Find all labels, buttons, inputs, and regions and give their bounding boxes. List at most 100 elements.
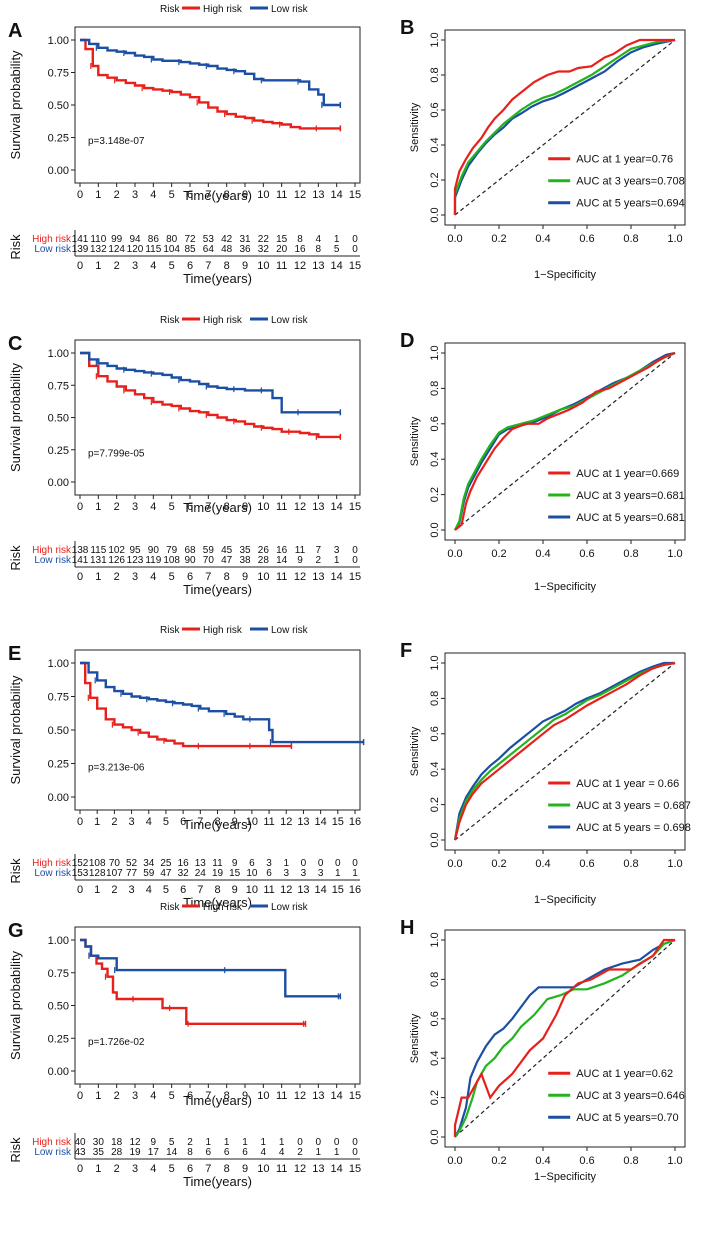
x-axis-title: 1−Specificity (534, 269, 597, 281)
x-tick-label: 0 (77, 1090, 83, 1102)
risk-count: 141 (72, 555, 89, 566)
risk-count: 6 (224, 1147, 230, 1158)
panel-letter: F (400, 640, 412, 662)
risk-count: 126 (108, 555, 125, 566)
risk-count: 1 (335, 868, 341, 879)
risk-count: 0 (352, 244, 358, 255)
x-tick-label: 5 (169, 189, 175, 201)
x-axis-title: Time(years) (183, 188, 252, 203)
x-tick-label: 5 (163, 816, 169, 828)
p-value: p=3.213e-06 (88, 762, 145, 773)
x-tick-label: 15 (332, 816, 344, 828)
plot-frame (74, 926, 361, 1085)
risk-count: 22 (258, 234, 270, 245)
risk-x-tick-label: 0 (77, 1163, 83, 1175)
roc-legend: AUC at 1 year=0.62 AUC at 3 years=0.646 AU… (548, 1068, 685, 1124)
x-tick-label: 4 (150, 1090, 156, 1102)
y-tick-label: 0.6 (429, 102, 441, 117)
x-tick-label: 10 (246, 816, 258, 828)
x-tick-label: 9 (242, 501, 248, 513)
panel-letter: A (8, 20, 22, 42)
risk-x-tick-label: 13 (312, 1163, 324, 1175)
risk-count: 1 (224, 1137, 230, 1148)
risk-count: 3 (318, 868, 324, 879)
y-tick-label: 0.6 (429, 726, 441, 741)
y-tick-label: 0.75 (48, 968, 69, 980)
risk-x-tick-label: 10 (246, 884, 258, 896)
x-tick-label: 2 (114, 189, 120, 201)
risk-x-tick-label: 5 (169, 260, 175, 272)
risk-count: 9 (151, 1137, 157, 1148)
x-tick-label: 0.8 (623, 858, 638, 870)
risk-x-tick-label: 7 (205, 571, 211, 583)
y-tick-label: 0.8 (429, 381, 441, 396)
risk-count: 95 (129, 545, 141, 556)
risk-count: 1 (334, 1147, 340, 1158)
x-tick-label: 5 (169, 501, 175, 513)
risk-x-tick-label: 9 (232, 884, 238, 896)
legend-title: Risk (160, 4, 180, 15)
plot-frame (444, 29, 686, 226)
risk-x-tick-label: 14 (331, 571, 343, 583)
risk-x-tick-label: 15 (349, 260, 361, 272)
legend-low-risk-label: Low risk (271, 315, 309, 326)
y-tick-label: 0.0 (429, 1129, 441, 1144)
x-tick-label: 0.6 (579, 858, 594, 870)
risk-count: 77 (126, 868, 138, 879)
y-tick-label: 0.50 (48, 725, 69, 737)
risk-count: 47 (160, 868, 172, 879)
x-tick-label: 12 (294, 189, 306, 201)
risk-x-tick-label: 15 (332, 884, 344, 896)
risk-count: 108 (89, 858, 106, 869)
risk-x-tick-label: 0 (77, 260, 83, 272)
risk-count: 3 (266, 858, 272, 869)
y-tick-label: 0.25 (48, 759, 69, 771)
panel-h: H 0.0 0.2 0.4 0.6 0.8 1.0 0.0 0.2 0.4 0.6 0.8 1.0 1−S… (400, 917, 686, 1183)
risk-count: 14 (166, 1147, 178, 1158)
risk-row-label: Low risk (34, 555, 72, 566)
y-tick-label: 1.00 (48, 35, 69, 47)
risk-table-title: Risk (8, 234, 23, 260)
risk-x-tick-label: 11 (263, 884, 274, 896)
x-tick-label: 7 (197, 816, 203, 828)
risk-x-tick-label: 7 (205, 260, 211, 272)
risk-x-tick-label: 1 (95, 1163, 101, 1175)
risk-row-label: High risk (32, 858, 72, 869)
risk-count: 0 (352, 234, 358, 245)
risk-table-title: Risk (8, 858, 23, 884)
x-tick-label: 11 (276, 189, 287, 201)
diagonal-reference-line (454, 39, 676, 216)
x-tick-label: 3 (132, 1090, 138, 1102)
y-tick-label: 1.00 (48, 348, 69, 360)
y-tick-label: 0.6 (429, 1011, 441, 1026)
legend-high-risk-label: High risk (203, 315, 243, 326)
y-tick-label: 1.0 (429, 345, 441, 360)
y-tick-label: 0.25 (48, 445, 69, 457)
risk-x-tick-label: 5 (169, 1163, 175, 1175)
panel-letter: D (400, 330, 414, 352)
risk-count: 128 (89, 868, 106, 879)
risk-x-tick-label: 13 (312, 260, 324, 272)
risk-count: 53 (203, 234, 215, 245)
risk-count: 2 (316, 555, 322, 566)
risk-x-tick-label: 7 (205, 1163, 211, 1175)
risk-count: 59 (203, 545, 215, 556)
y-tick-label: 0.75 (48, 692, 69, 704)
risk-count: 0 (301, 858, 307, 869)
x-axis-title: Time(years) (183, 500, 252, 515)
risk-count: 131 (90, 555, 107, 566)
risk-x-tick-label: 13 (312, 571, 324, 583)
risk-count: 11 (212, 858, 223, 869)
x-tick-label: 1.0 (667, 858, 682, 870)
risk-count: 6 (249, 858, 255, 869)
x-tick-label: 0.4 (535, 858, 550, 870)
km-legend: Risk High risk Low risk (160, 902, 309, 913)
y-tick-label: 0.4 (429, 1051, 441, 1066)
risk-x-tick-label: 8 (224, 571, 230, 583)
panel-d: D 0.0 0.2 0.4 0.6 0.8 1.0 0.0 0.2 0.4 0.6 0.8 1.0 1−S… (400, 330, 686, 593)
x-tick-label: 0.8 (623, 1155, 638, 1167)
risk-count: 16 (178, 858, 190, 869)
x-tick-label: 8 (214, 816, 220, 828)
